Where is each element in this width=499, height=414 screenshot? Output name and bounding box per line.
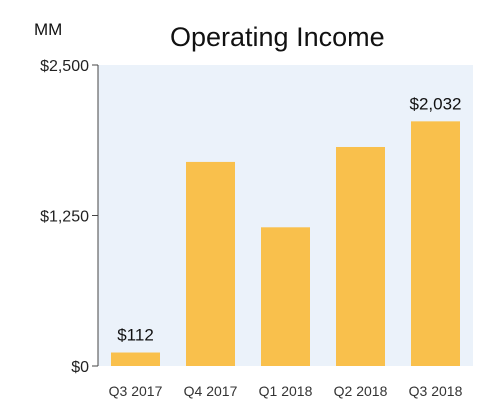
- bar: [186, 161, 235, 366]
- x-tick-label: Q3 2018: [409, 383, 463, 399]
- data-label: $2,032: [410, 94, 462, 113]
- y-tick-label: $1,250: [40, 209, 89, 226]
- data-label: $112: [117, 326, 154, 345]
- chart-title: Operating Income: [170, 22, 385, 52]
- x-tick-label: Q3 2017: [109, 383, 163, 399]
- unit-label: MM: [34, 20, 63, 39]
- bar: [261, 227, 310, 366]
- bar: [336, 146, 385, 366]
- x-tick-label: Q4 2017: [184, 383, 238, 399]
- y-tick-label: $2,500: [40, 58, 89, 75]
- bar: [111, 352, 160, 366]
- x-tick-label: Q1 2018: [259, 383, 313, 399]
- y-tick-label: $0: [71, 359, 89, 376]
- x-tick-label: Q2 2018: [334, 383, 388, 399]
- bar: [411, 121, 460, 366]
